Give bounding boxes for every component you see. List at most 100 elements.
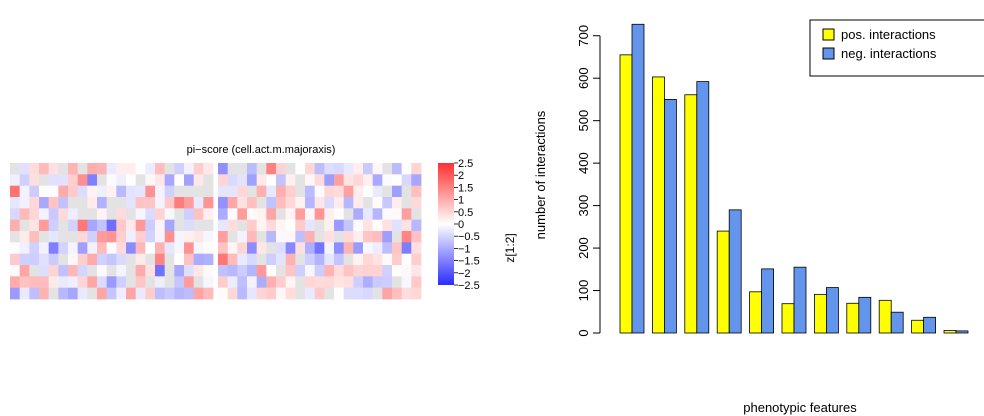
heatmap-cell [401,276,412,289]
heatmap-cell [256,242,267,255]
heatmap-cell [126,174,137,187]
heatmap-cell [203,197,214,209]
heatmap-cell [363,185,374,198]
heatmap-colorbar [438,163,454,285]
heatmap-cell [305,253,316,266]
heatmap-cell [68,253,79,266]
heatmap-cell [247,163,258,175]
y-tick-label: 600 [576,67,591,89]
heatmap-cell [106,287,117,300]
heatmap-cell [392,208,403,221]
heatmap-cell [135,219,146,232]
colorbar-tick-label: −1.5 [458,256,480,268]
heatmap-cell [256,265,267,277]
heatmap-cell [106,265,117,277]
heatmap-cell [305,276,316,289]
heatmap-cell [97,197,108,209]
heatmap-cell [353,219,364,232]
heatmap-cell [77,242,88,255]
heatmap-cell [382,219,393,232]
heatmap-cell [305,163,316,175]
heatmap-cell [155,287,166,300]
heatmap-cell [218,242,229,255]
heatmap-cell [155,231,166,243]
heatmap-cell [237,174,248,187]
heatmap-cell [29,276,40,289]
heatmap-cell [266,253,277,266]
heatmap-cell [87,219,98,232]
heatmap-cell [363,163,374,175]
heatmap-cell [164,276,175,289]
heatmap-cell [372,231,383,243]
heatmap-cell [343,197,354,209]
heatmap-cell [48,219,59,232]
heatmap-cell [10,208,21,221]
legend-swatch-pos [822,28,835,41]
heatmap-cell [145,276,156,289]
heatmap-cell [48,242,59,255]
heatmap-cell [276,219,287,232]
heatmap-cell [126,242,137,255]
heatmap-cell [203,253,214,266]
heatmap-cell [184,231,195,243]
heatmap-cell [184,163,195,175]
heatmap-cell [116,231,127,243]
y-tick-label: 500 [576,110,591,132]
heatmap-cell [247,185,258,198]
heatmap-cell [174,208,185,221]
heatmap-cell [193,219,204,232]
heatmap-cell [227,287,238,300]
heatmap-cell [19,163,30,175]
heatmap-cell [155,208,166,221]
heatmap-cell [193,276,204,289]
heatmap-cell [324,197,335,209]
heatmap-cell [401,174,412,187]
bar-pos [684,94,698,334]
heatmap-cell [401,253,412,266]
heatmap-cell [353,185,364,198]
heatmap-cell [116,219,127,232]
heatmap-cell [164,265,175,277]
heatmap-cell [135,265,146,277]
heatmap-cell [174,287,185,300]
heatmap-cell [145,197,156,209]
heatmap-cell [411,265,422,277]
heatmap-cell [97,208,108,221]
heatmap-cell [343,265,354,277]
heatmap-cell [39,276,50,289]
bar-neg [826,287,839,334]
heatmap-cell [174,174,185,187]
heatmap-cell [256,231,267,243]
heatmap-cell [324,174,335,187]
heatmap-cell [227,242,238,255]
heatmap-cell [256,197,267,209]
heatmap-cell [97,265,108,277]
heatmap-cell [276,163,287,175]
heatmap-cell [247,219,258,232]
heatmap-cell [193,287,204,300]
heatmap-cell [363,242,374,255]
heatmap-cell [218,231,229,243]
heatmap-cell [363,197,374,209]
heatmap-cell [266,265,277,277]
heatmap-cell [39,231,50,243]
heatmap-cell [39,197,50,209]
heatmap-cell [106,163,117,175]
heatmap-cell [87,242,98,255]
heatmap-cell [237,208,248,221]
heatmap-cell [97,276,108,289]
heatmap-cell [382,276,393,289]
heatmap-cell [256,253,267,266]
heatmap-cell [314,231,325,243]
heatmap-cell [10,185,21,198]
heatmap-cell [314,253,325,266]
bar-pos [749,291,762,334]
heatmap-cell [324,242,335,255]
heatmap-cell [164,208,175,221]
heatmap-cell [39,185,50,198]
heatmap-cell [58,208,69,221]
heatmap-title: pi−score (cell.act.m.majoraxis) [187,144,336,156]
heatmap-cell [227,208,238,221]
heatmap-cell [411,219,422,232]
heatmap-cell [324,208,335,221]
